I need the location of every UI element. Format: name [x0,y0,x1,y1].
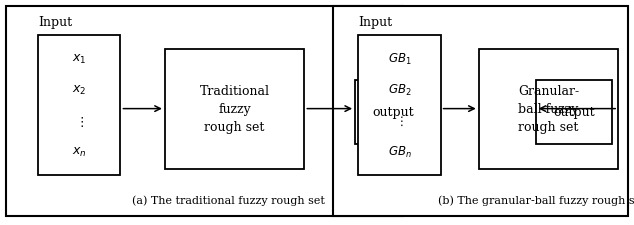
Text: $x_n$: $x_n$ [72,146,87,159]
Text: Input: Input [38,16,72,29]
Text: Granular-
ball fuzzy
rough set: Granular- ball fuzzy rough set [518,85,579,133]
Text: $GB_n$: $GB_n$ [387,145,411,160]
Bar [358,36,441,176]
Text: Input: Input [358,16,392,29]
Text: output: output [372,106,414,119]
Text: (b) The granular-ball fuzzy rough set: (b) The granular-ball fuzzy rough set [438,194,634,205]
Text: $GB_1$: $GB_1$ [387,52,411,67]
Bar [6,7,403,216]
Text: $x_1$: $x_1$ [72,53,86,66]
Bar [536,81,612,144]
Bar [165,50,304,169]
Text: Traditional
fuzzy
rough set: Traditional fuzzy rough set [200,85,269,133]
Text: $\vdots$: $\vdots$ [75,114,84,128]
Text: $\vdots$: $\vdots$ [395,115,404,128]
Text: output: output [553,106,595,119]
Text: $GB_2$: $GB_2$ [387,83,411,98]
Text: $x_2$: $x_2$ [72,84,86,97]
Bar [38,36,120,176]
Bar [479,50,618,169]
Text: (a) The traditional fuzzy rough set: (a) The traditional fuzzy rough set [132,194,325,205]
Bar [333,7,628,216]
Bar [355,81,431,144]
